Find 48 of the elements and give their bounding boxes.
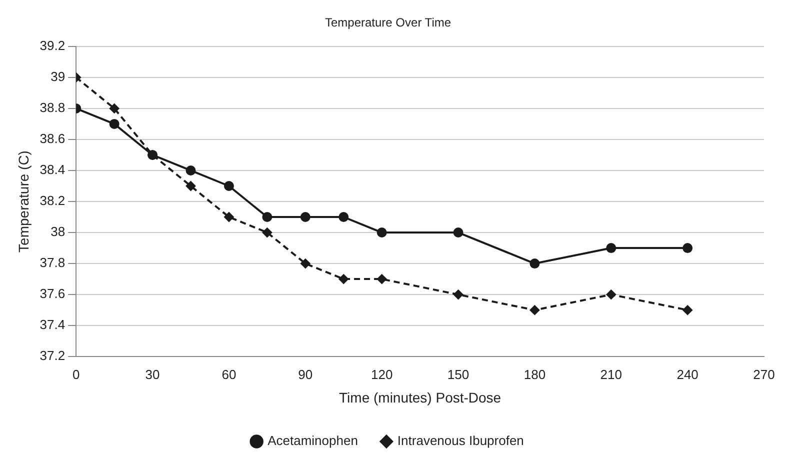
point xyxy=(682,243,693,254)
point xyxy=(224,212,234,222)
y-tick-label: 38.2 xyxy=(40,193,66,208)
x-tick-label: 150 xyxy=(447,366,470,382)
point xyxy=(606,243,616,254)
point xyxy=(338,212,349,222)
x-tick-label: 120 xyxy=(370,366,393,382)
point xyxy=(453,228,464,238)
point xyxy=(224,180,234,191)
y-axis-title: Temperature (C) xyxy=(15,150,32,252)
point xyxy=(376,228,387,238)
point xyxy=(300,258,310,269)
x-tick-label: 90 xyxy=(298,366,313,382)
x-tick-label: 270 xyxy=(753,366,775,382)
y-tick-label: 38.6 xyxy=(40,131,66,146)
y-tick-label: 38.4 xyxy=(40,162,66,178)
point xyxy=(186,180,196,191)
y-tick-label: 37.8 xyxy=(40,255,66,270)
x-tick-label: 240 xyxy=(676,366,698,382)
point xyxy=(186,165,196,176)
y-tick-label: 38 xyxy=(50,224,66,240)
point xyxy=(262,212,272,222)
x-tick-label: 180 xyxy=(524,366,546,382)
point xyxy=(530,305,540,316)
legend-label: Intravenous Ibuprofen xyxy=(397,433,524,448)
point xyxy=(338,274,349,284)
legend-label: Acetaminophen xyxy=(268,433,358,448)
y-tick-label: 37.4 xyxy=(40,317,66,332)
point xyxy=(682,305,693,316)
y-tick-label: 37.2 xyxy=(40,348,66,364)
point xyxy=(530,258,540,269)
point xyxy=(109,118,120,129)
x-axis-title: Time (minutes) Post-Dose xyxy=(339,389,502,406)
x-tick-label: 30 xyxy=(145,366,160,382)
point xyxy=(453,290,464,300)
x-tick-label: 0 xyxy=(72,366,80,382)
point xyxy=(376,274,387,284)
x-tick-label: 210 xyxy=(600,366,622,382)
y-tick-label: 38.8 xyxy=(40,100,66,116)
x-tick-label: 60 xyxy=(222,366,236,382)
point xyxy=(300,212,310,222)
y-tick-label: 39.2 xyxy=(40,38,66,53)
y-tick-label: 37.6 xyxy=(40,286,66,302)
chart-title: Temperature Over Time xyxy=(324,16,452,30)
point xyxy=(606,290,616,300)
y-tick-label: 39 xyxy=(50,69,66,84)
point xyxy=(109,103,120,114)
point xyxy=(262,228,272,238)
